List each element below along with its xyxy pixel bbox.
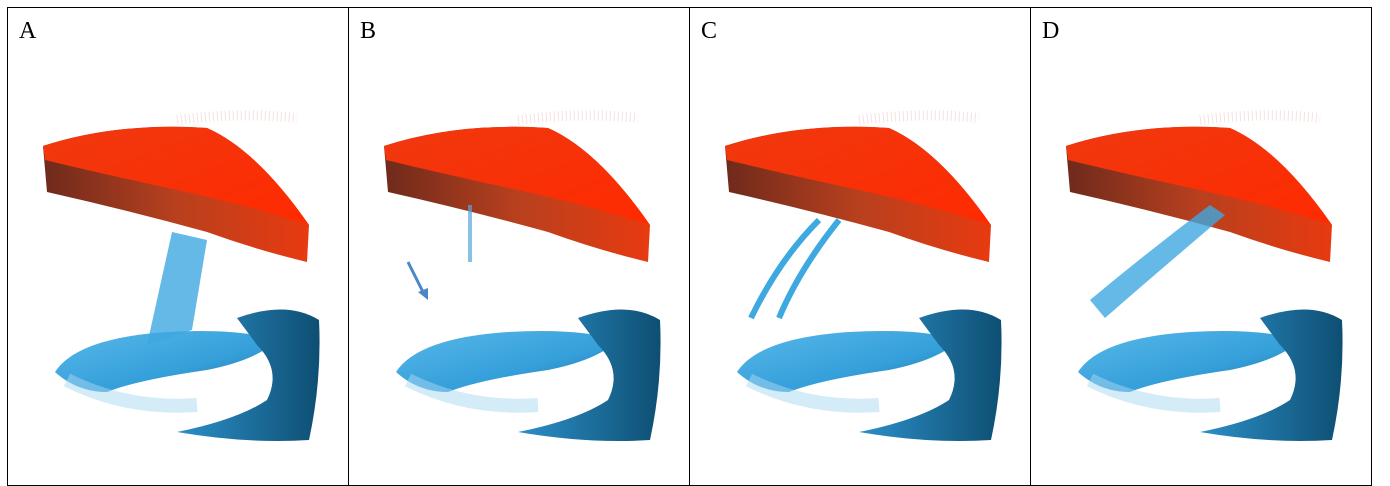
strand (147, 232, 207, 345)
rendering (384, 115, 661, 441)
rendering (1066, 115, 1343, 441)
strand (1090, 205, 1225, 318)
figure: A B C D (0, 0, 1390, 486)
panel: D (1042, 18, 1343, 441)
panel-label: A (19, 18, 37, 44)
arrow (408, 262, 424, 294)
panel-label: B (360, 18, 376, 44)
panel: C (701, 18, 1002, 441)
rendering (725, 115, 1002, 441)
panel-label: C (701, 18, 717, 44)
panel: A (19, 18, 320, 441)
panel-label: D (1042, 18, 1059, 44)
panel: B (360, 18, 661, 441)
